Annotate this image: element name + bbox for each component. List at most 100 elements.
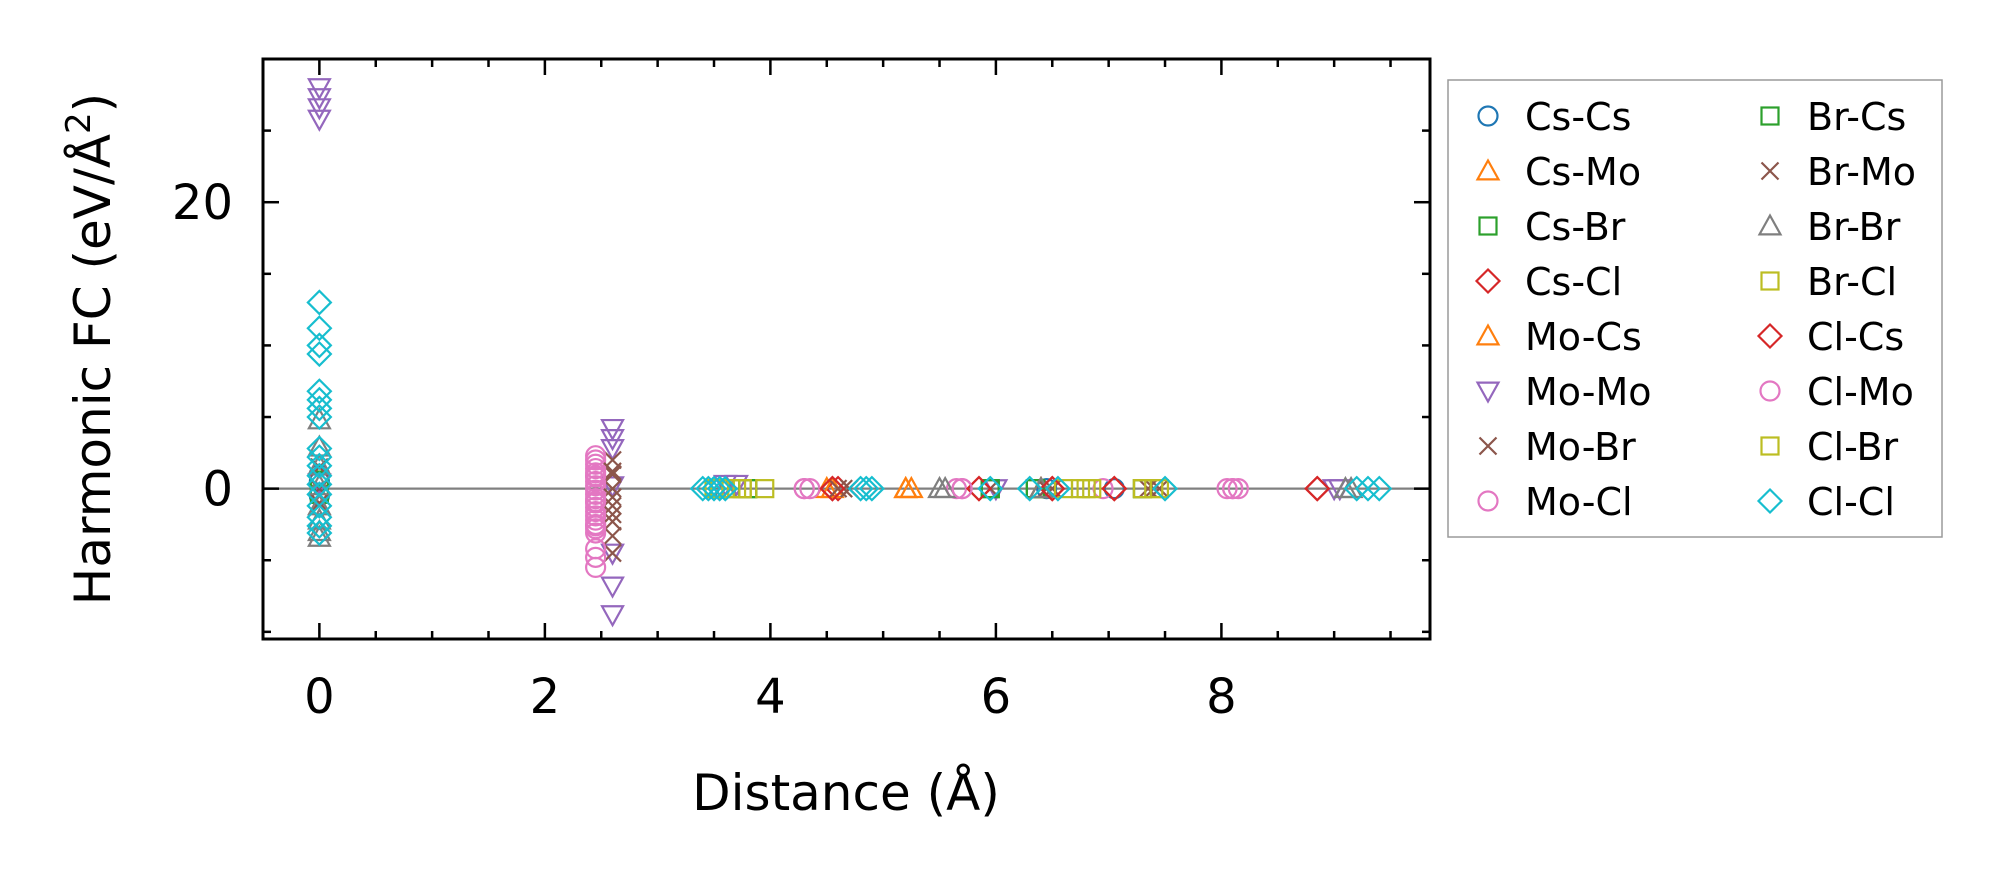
data-point <box>603 543 622 563</box>
data-point <box>603 487 622 507</box>
legend-item: Mo-Mo <box>1475 370 1652 414</box>
data-point <box>1222 478 1244 500</box>
legend-marker <box>1475 381 1501 404</box>
legend-marker <box>1475 323 1501 346</box>
data-point <box>306 332 333 359</box>
legend-marker <box>1756 487 1784 515</box>
data-point <box>1101 475 1128 502</box>
data-point <box>755 479 775 499</box>
series-mo-cl <box>585 445 1249 578</box>
data-point <box>603 512 622 531</box>
data-point <box>1343 475 1370 502</box>
data-point <box>306 315 333 342</box>
x-tick-label: 2 <box>530 669 561 725</box>
data-point <box>793 478 815 500</box>
data-point <box>932 475 958 499</box>
legend-label: Mo-Br <box>1525 425 1636 469</box>
legend-item: Cl-Br <box>1760 425 1899 469</box>
data-point <box>1016 475 1043 502</box>
series-mo-br <box>310 450 1169 563</box>
series-cl-br <box>710 479 1153 499</box>
data-point <box>585 515 607 537</box>
data-point <box>600 476 625 499</box>
legend-marker <box>1475 158 1501 181</box>
legend-marker <box>1760 161 1780 181</box>
data-point <box>1216 478 1238 500</box>
data-point <box>951 478 973 500</box>
series-mo-mo <box>307 78 1353 628</box>
legend-marker <box>1477 105 1499 127</box>
y-axis-label-close: ) <box>64 93 122 113</box>
legend-label: Cl-Br <box>1807 425 1899 469</box>
data-point <box>603 465 622 484</box>
legend-label: Cs-Cl <box>1525 260 1622 304</box>
tick-labels: 0 2 4 6 8 0 20 <box>172 175 1237 725</box>
legend-item: Cl-Cs <box>1756 315 1904 359</box>
data-point <box>306 378 333 405</box>
data-point <box>307 109 332 132</box>
data-point <box>310 493 329 513</box>
legend-label: Cl-Mo <box>1807 370 1914 414</box>
series-br-br <box>307 407 1364 547</box>
data-point <box>603 462 622 481</box>
legend-label: Cl-Cl <box>1807 480 1895 524</box>
data-point <box>1304 475 1331 502</box>
legend-marker <box>1760 106 1780 126</box>
data-point <box>585 546 607 568</box>
plot-frame <box>261 57 1432 641</box>
legend-label: Mo-Cs <box>1525 315 1642 359</box>
data-point <box>893 475 919 499</box>
data-point <box>306 444 333 471</box>
data-point <box>1150 479 1169 498</box>
data-point <box>585 490 607 513</box>
y-tick-label: 0 <box>202 462 233 518</box>
legend-marker <box>1478 216 1498 236</box>
legend-item: Br-Mo <box>1760 150 1916 194</box>
series-cl-mo <box>585 465 1244 537</box>
data-point <box>603 479 622 498</box>
data-point <box>853 475 880 502</box>
data-point <box>1044 475 1071 502</box>
data-point <box>732 479 752 499</box>
data-point <box>706 475 733 502</box>
data-point <box>980 479 1000 499</box>
data-point <box>689 475 716 502</box>
data-point <box>977 475 1004 502</box>
data-point <box>603 505 622 524</box>
series-cl-cl <box>306 289 1393 547</box>
x-tick-label: 4 <box>755 669 786 725</box>
data-point <box>858 475 885 502</box>
data-point <box>1132 479 1153 499</box>
data-point <box>1227 478 1249 500</box>
legend-item: Cs-Cs <box>1477 95 1631 139</box>
data-point <box>585 522 607 544</box>
legend-marker <box>1477 490 1499 512</box>
y-axis-label-sup: 2 <box>59 112 99 134</box>
data-point <box>306 462 333 489</box>
legend-marker <box>1759 380 1781 402</box>
data-point <box>819 475 846 502</box>
x-axis-label: Distance (Å) <box>692 764 1000 822</box>
legend-item: Cl-Mo <box>1759 370 1914 414</box>
data-point <box>712 475 739 502</box>
data-point <box>1366 475 1393 502</box>
data-point <box>600 439 625 462</box>
y-axis-label: Harmonic FC (eV/Å2) <box>59 93 122 605</box>
data-point <box>710 479 730 499</box>
legend-label: Br-Br <box>1807 205 1901 249</box>
data-point <box>1354 475 1382 502</box>
data-point <box>600 605 625 628</box>
legend-label: Mo-Mo <box>1525 370 1652 414</box>
y-tick-label: 20 <box>172 175 233 231</box>
data-point <box>306 395 333 422</box>
legend-label: Cl-Cs <box>1807 315 1904 359</box>
x-tick-label: 8 <box>1206 669 1237 725</box>
data-point <box>307 98 332 121</box>
scatter-points <box>306 78 1393 628</box>
data-point <box>603 526 622 546</box>
legend-label: Br-Cl <box>1807 260 1897 304</box>
data-point <box>724 474 749 498</box>
legend-item: Cs-Mo <box>1475 150 1641 194</box>
data-point <box>695 475 722 502</box>
